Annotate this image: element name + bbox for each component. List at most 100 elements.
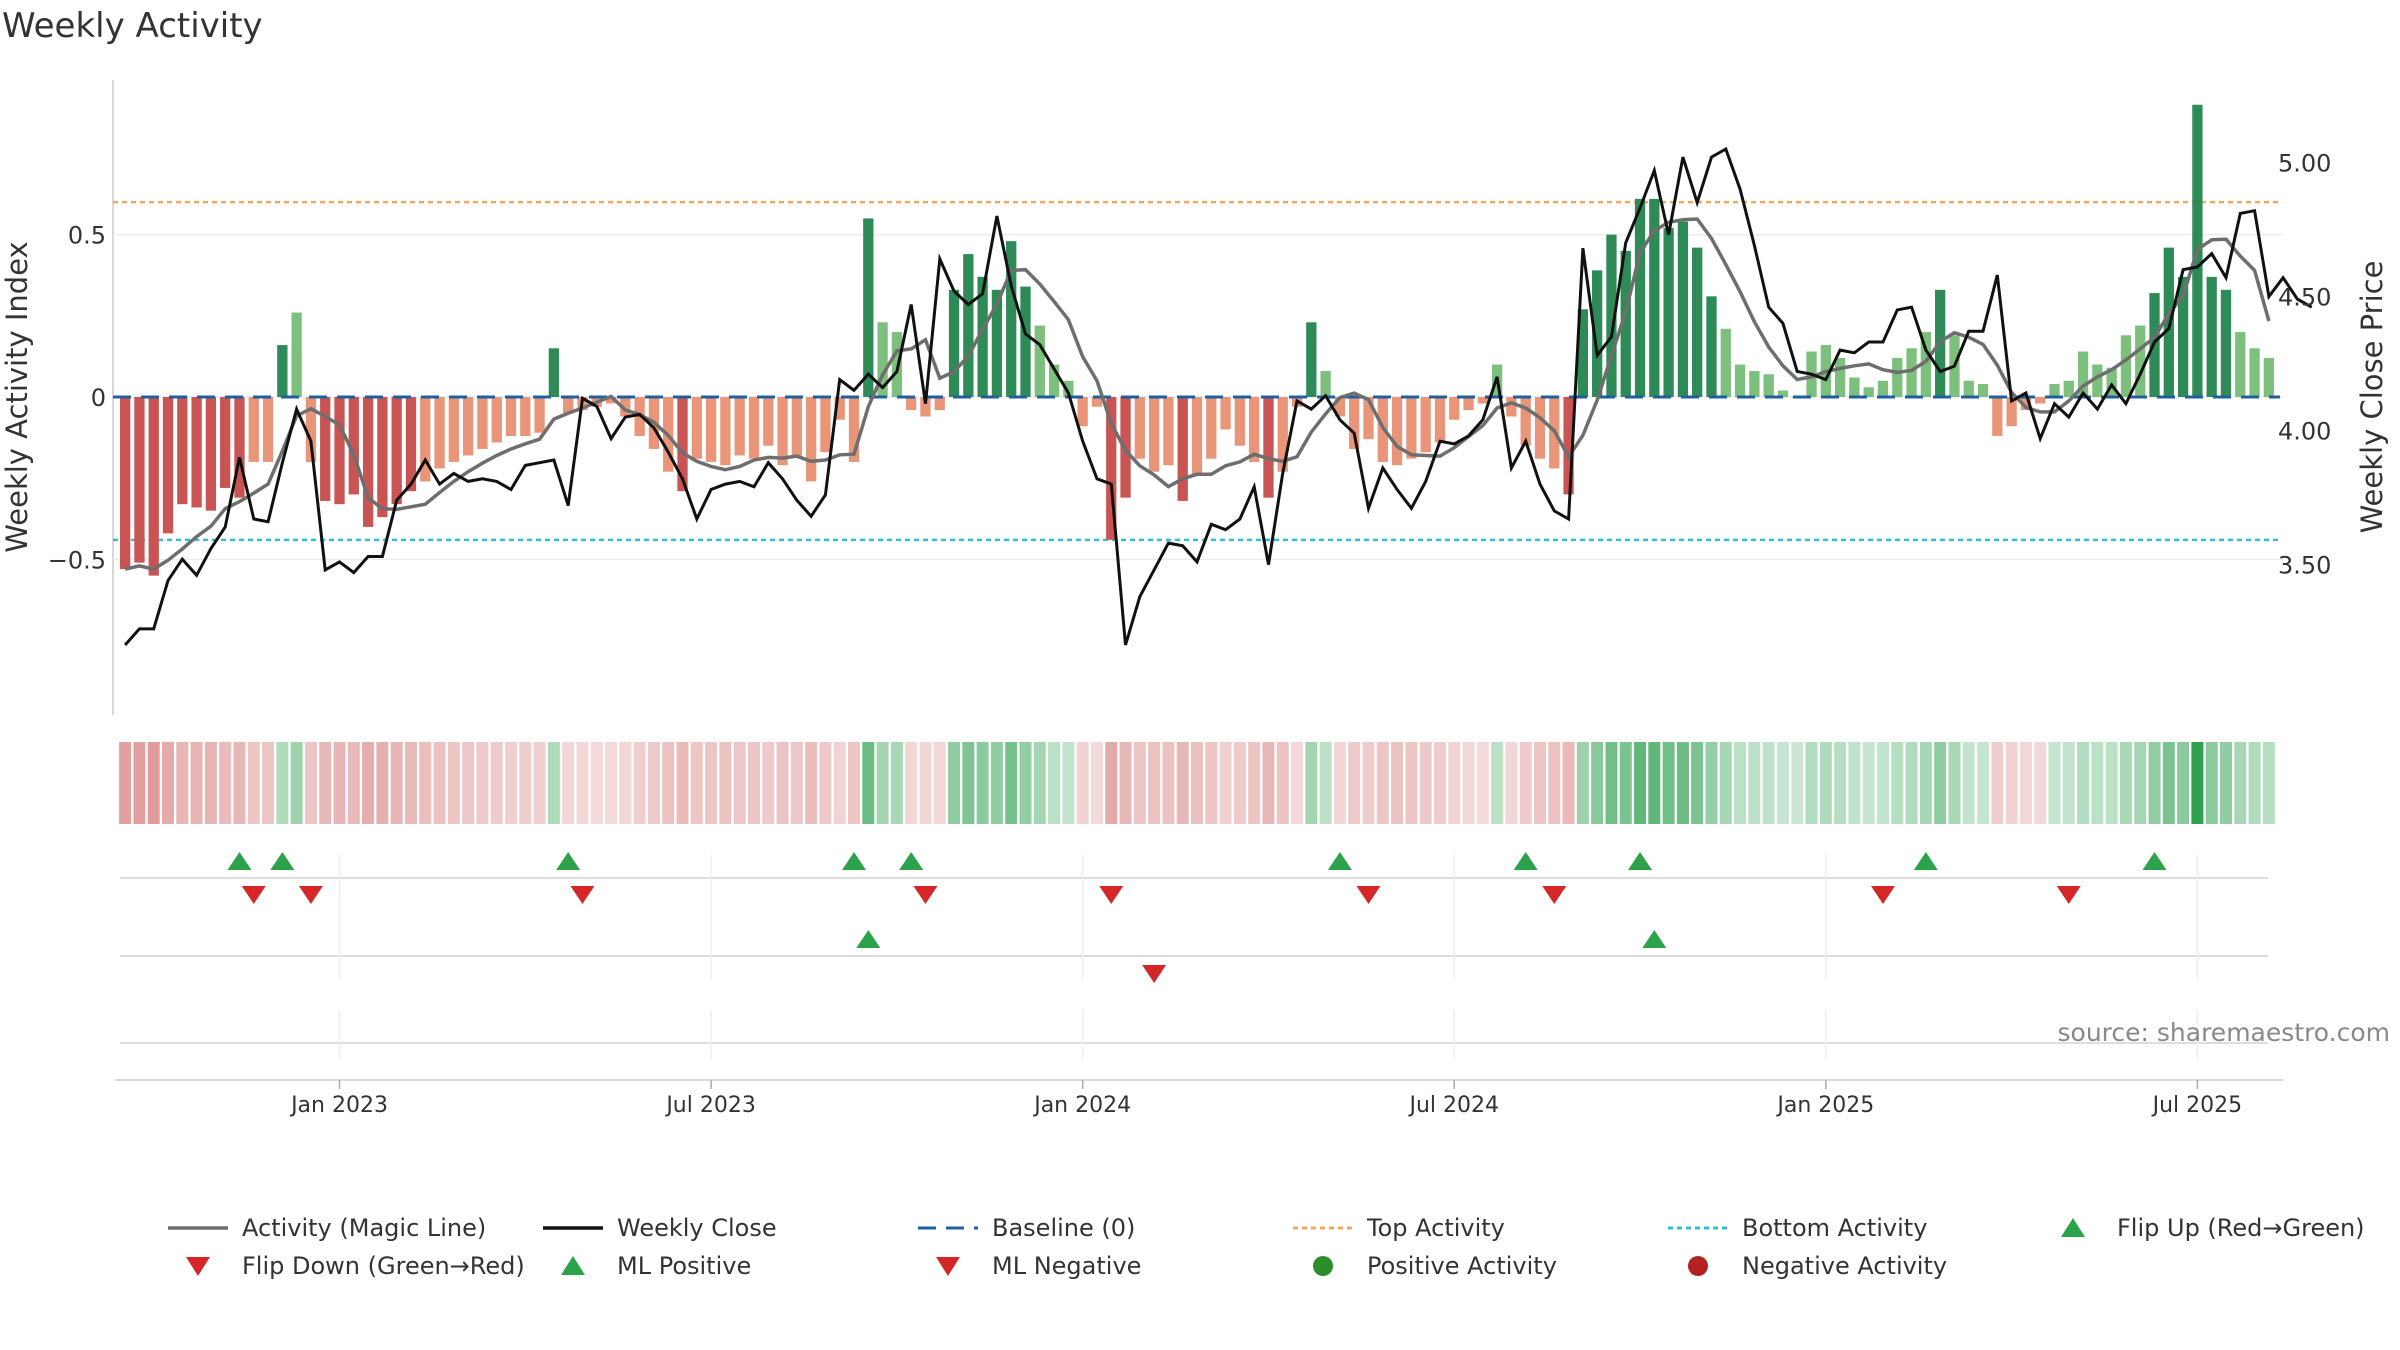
- activity-bar: [605, 397, 617, 404]
- ml-positive-marker: [1642, 930, 1667, 948]
- legend-item-mlneg[interactable]: ML Negative: [916, 1246, 1141, 1286]
- activity-bar: [1349, 397, 1360, 449]
- heat-strip-cell: [2177, 742, 2190, 824]
- heat-strip-cell: [1548, 742, 1561, 824]
- x-tick-label: Jul 2025: [2151, 1093, 2243, 1118]
- flip-up-marker: [1513, 852, 1538, 870]
- activity-bar: [1849, 377, 1860, 397]
- activity-bar: [1406, 397, 1417, 459]
- legend-label: Positive Activity: [1367, 1252, 1557, 1280]
- x-tick-label: Jul 2023: [664, 1093, 756, 1118]
- heat-strip-cell: [762, 742, 775, 824]
- legend-item-posact[interactable]: Positive Activity: [1291, 1246, 1557, 1286]
- heat-strip-cell: [676, 742, 689, 824]
- heat-strip-cell: [805, 742, 818, 824]
- activity-bar: [1563, 397, 1574, 495]
- heat-strip-cell: [1033, 742, 1046, 824]
- activity-bar: [362, 397, 374, 527]
- heat-strip-cell: [1991, 742, 2004, 824]
- triangle-up-icon: [2061, 1218, 2085, 1237]
- heat-strip-cell: [1391, 742, 1404, 824]
- activity-bar: [705, 397, 717, 462]
- heat-strip-cell: [1333, 742, 1346, 824]
- heat-strip-cell: [990, 742, 1003, 824]
- activity-bar: [534, 397, 545, 433]
- activity-bar: [720, 397, 731, 466]
- heat-strip-cell: [1491, 742, 1504, 824]
- activity-bar: [1134, 397, 1145, 459]
- heat-strip-cell: [719, 742, 732, 824]
- activity-heat-strip: [119, 742, 2275, 824]
- heat-strip-cell: [533, 742, 546, 824]
- heat-strip-cell: [2077, 742, 2090, 824]
- heat-strip-cell: [1248, 742, 1261, 824]
- y-tick-label-left: 0: [91, 384, 106, 412]
- activity-bar: [748, 397, 760, 459]
- legend-item-close[interactable]: Weekly Close: [541, 1208, 777, 1248]
- heat-strip-cell: [2048, 742, 2061, 824]
- activity-bar: [2006, 397, 2017, 427]
- heat-strip-cell: [1533, 742, 1546, 824]
- activity-bar: [420, 397, 431, 482]
- legend-item-magic[interactable]: Activity (Magic Line): [166, 1208, 486, 1248]
- legend-item-top[interactable]: Top Activity: [1291, 1208, 1505, 1248]
- heat-strip-cell: [1176, 742, 1189, 824]
- heat-strip-cell: [390, 742, 403, 824]
- heat-strip-cell: [1962, 742, 1975, 824]
- activity-bar: [1163, 397, 1174, 466]
- activity-bar: [906, 397, 917, 410]
- heat-strip-cell: [933, 742, 946, 824]
- activity-bar: [1434, 397, 1446, 443]
- activity-bar: [262, 397, 274, 462]
- heat-strip-cell: [1576, 742, 1589, 824]
- legend-label: ML Positive: [617, 1252, 752, 1280]
- activity-bar: [1734, 364, 1746, 397]
- activity-bar: [1877, 380, 1889, 397]
- activity-bar: [248, 397, 259, 462]
- legend-item-bottom[interactable]: Bottom Activity: [1666, 1208, 1927, 1248]
- legend-item-flipup[interactable]: Flip Up (Red→Green): [2041, 1208, 2365, 1248]
- y-tick-label-right: 3.50: [2278, 552, 2331, 580]
- x-tick-label: Jul 2024: [1407, 1093, 1499, 1118]
- triangle-down-icon: [936, 1257, 960, 1276]
- legend-label: Weekly Close: [617, 1214, 777, 1242]
- legend-item-mlpos[interactable]: ML Positive: [541, 1246, 751, 1286]
- activity-bar: [434, 397, 445, 469]
- heat-strip-cell: [862, 742, 875, 824]
- heat-strip-cell: [1448, 742, 1461, 824]
- legend-label: Flip Up (Red→Green): [2117, 1214, 2365, 1242]
- activity-bar: [963, 254, 974, 397]
- activity-bar: [1692, 247, 1703, 397]
- heat-strip-cell: [1862, 742, 1875, 824]
- activity-bar: [2035, 397, 2046, 404]
- heat-strip-cell: [505, 742, 518, 824]
- legend-dashed-line-icon: [918, 1226, 978, 1230]
- activity-bar: [2263, 358, 2274, 397]
- flip-up-marker: [1327, 852, 1352, 870]
- heat-strip-cell: [2148, 742, 2161, 824]
- heat-strip-cell: [1662, 742, 1675, 824]
- activity-bar: [462, 397, 474, 456]
- activity-bar: [1634, 198, 1646, 397]
- signal-markers: [227, 852, 2167, 983]
- activity-bar: [848, 397, 860, 462]
- activity-bar: [2049, 384, 2060, 397]
- activity-bar: [1334, 397, 1346, 417]
- flip-up-marker: [842, 852, 867, 870]
- heat-strip-cell: [219, 742, 232, 824]
- activity-bar: [1234, 397, 1246, 446]
- activity-bar: [1463, 397, 1474, 410]
- flip-up-marker: [1913, 852, 1938, 870]
- legend-item-flipdown[interactable]: Flip Down (Green→Red): [166, 1246, 525, 1286]
- heat-strip-cell: [2205, 742, 2218, 824]
- legend-item-negact[interactable]: Negative Activity: [1666, 1246, 1947, 1286]
- legend-item-baseline[interactable]: Baseline (0): [916, 1208, 1135, 1248]
- heat-strip-cell: [1105, 742, 1118, 824]
- legend-label: Top Activity: [1367, 1214, 1505, 1242]
- activity-bar: [1220, 397, 1231, 430]
- activity-bar: [1892, 358, 1903, 397]
- heat-strip-cell: [1776, 742, 1789, 824]
- activity-bar: [405, 397, 417, 492]
- weekly-close-line: [123, 146, 2313, 646]
